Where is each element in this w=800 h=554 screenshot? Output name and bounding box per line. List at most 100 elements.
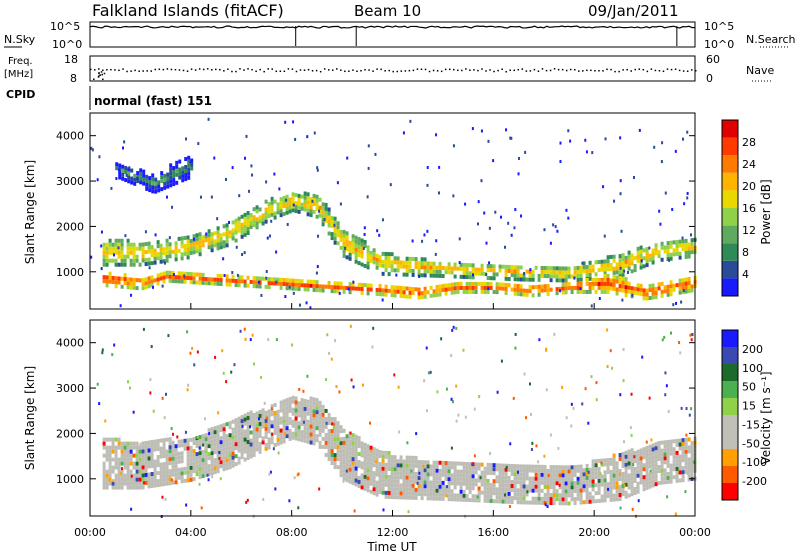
power-cell — [528, 269, 532, 274]
velocity-cell — [196, 350, 199, 354]
velocity-cell — [645, 453, 649, 458]
power-cell — [315, 202, 319, 207]
velocity-cell — [284, 432, 287, 436]
velocity-cell — [207, 464, 211, 469]
power-cell — [438, 165, 441, 169]
power-cell — [234, 222, 238, 227]
power-cell — [142, 177, 146, 182]
power-cell — [187, 171, 191, 176]
velocity-cell — [267, 445, 271, 450]
velocity-cell — [120, 449, 124, 454]
velocity-cell — [180, 451, 184, 456]
power-cell — [389, 183, 392, 187]
velocity-cell — [150, 483, 154, 488]
velocity-cell — [384, 482, 388, 487]
velocity-cell — [480, 474, 484, 479]
velocity-cell — [262, 498, 265, 502]
power-cell — [192, 250, 196, 255]
power-cell — [500, 215, 503, 219]
velocity-cell — [507, 495, 511, 500]
power-cell — [429, 293, 433, 298]
velocity-cell — [645, 449, 649, 454]
velocity-cell — [186, 458, 190, 463]
velocity-cell — [183, 470, 187, 475]
velocity-cell — [183, 466, 187, 471]
velocity-cell — [142, 327, 145, 331]
power-cell — [102, 254, 106, 259]
velocity-colorbar-segment — [722, 466, 738, 483]
power-cell — [414, 265, 418, 270]
power-cell — [369, 287, 373, 292]
velocity-cell — [189, 477, 193, 482]
power-cell — [270, 281, 274, 286]
power-cell — [153, 256, 157, 261]
power-cell — [189, 242, 193, 247]
velocity-cell — [471, 498, 475, 503]
power-cell — [630, 257, 634, 262]
power-cell — [210, 244, 214, 249]
power-cell — [588, 268, 592, 273]
velocity-cell — [535, 444, 538, 448]
power-cell — [267, 214, 271, 219]
power-cell — [420, 257, 424, 262]
velocity-cell — [381, 486, 385, 491]
power-cell — [660, 281, 664, 286]
power-cell — [219, 274, 223, 279]
power-cell — [621, 253, 625, 258]
power-cell — [105, 275, 109, 280]
velocity-cell — [117, 465, 121, 470]
power-cell — [306, 204, 310, 209]
power-cell — [345, 235, 349, 240]
freq-point — [182, 69, 185, 72]
freq-point — [630, 70, 632, 72]
power-cell — [279, 285, 283, 290]
power-cell — [686, 130, 689, 134]
power-cell — [690, 284, 694, 289]
power-cell — [352, 280, 355, 284]
velocity-cell — [585, 463, 589, 468]
velocity-cell — [465, 469, 469, 474]
velocity-cell — [318, 412, 322, 417]
velocity-cell — [573, 473, 577, 478]
velocity-cell — [345, 474, 349, 479]
freq-point — [227, 68, 229, 70]
velocity-cell — [435, 468, 439, 473]
power-cell — [570, 285, 574, 290]
velocity-cell — [216, 465, 220, 470]
power-cell — [612, 254, 616, 259]
velocity-cell — [665, 384, 668, 388]
velocity-cell — [144, 456, 148, 461]
velocity-cell — [105, 457, 109, 462]
power-cell — [452, 144, 455, 148]
velocity-cell — [636, 461, 640, 466]
power-cell — [474, 271, 478, 276]
velocity-cell — [357, 459, 361, 464]
power-cell — [657, 250, 661, 255]
velocity-cell — [498, 487, 502, 492]
power-cell — [192, 246, 196, 251]
velocity-cell — [300, 410, 304, 415]
velocity-cell — [441, 488, 445, 493]
velocity-cell — [102, 437, 106, 442]
velocity-cell — [198, 459, 202, 464]
power-cell — [151, 189, 155, 194]
velocity-cell — [249, 442, 253, 447]
power-cell — [111, 275, 115, 280]
power-cell — [323, 218, 326, 222]
power-cell — [345, 255, 349, 260]
velocity-cell — [582, 488, 586, 493]
velocity-cell — [429, 492, 433, 497]
velocity-cell — [591, 487, 595, 492]
power-cell — [330, 220, 334, 225]
power-cell — [249, 225, 253, 230]
velocity-cell — [165, 473, 169, 478]
velocity-cell — [405, 455, 409, 460]
velocity-cell — [132, 453, 136, 458]
velocity-cell — [378, 482, 382, 487]
velocity-cell — [174, 472, 178, 477]
velocity-cell — [336, 449, 340, 454]
power-cell — [91, 148, 94, 152]
power-cell — [651, 252, 655, 257]
power-cell — [453, 282, 457, 287]
velocity-cell — [516, 488, 520, 493]
